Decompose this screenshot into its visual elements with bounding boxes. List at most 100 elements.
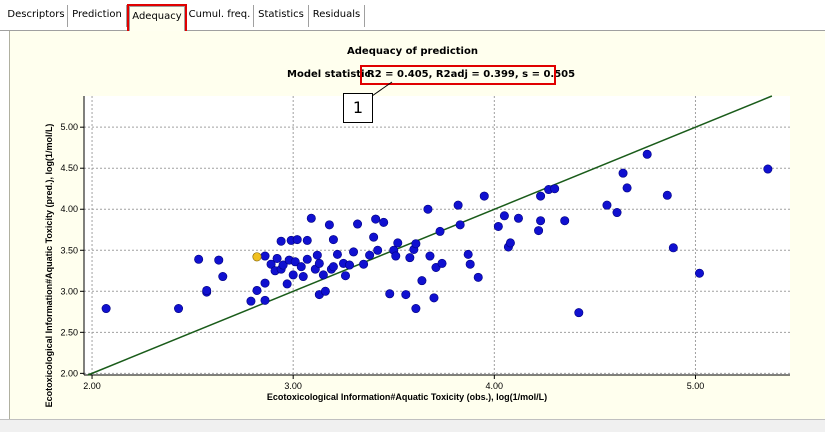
data-point [379, 217, 389, 227]
y-tick-label: 2.50 [60, 327, 78, 337]
data-point [101, 304, 111, 314]
data-point [349, 247, 359, 257]
model-statistic-highlight [360, 65, 556, 85]
data-point [194, 254, 204, 264]
tab-adequacy[interactable]: Adequacy [129, 6, 185, 31]
data-point [202, 285, 212, 295]
tab-residuals[interactable]: Residuals [309, 5, 365, 27]
data-point [296, 262, 306, 272]
data-point [312, 250, 322, 260]
data-point [417, 276, 427, 286]
data-point [465, 259, 475, 269]
data-point [302, 235, 312, 245]
data-point [473, 272, 483, 282]
data-point [763, 164, 773, 174]
data-point [463, 249, 473, 259]
data-point [574, 308, 584, 318]
data-point [401, 290, 411, 300]
data-point [218, 272, 228, 282]
data-point [493, 221, 503, 231]
data-point [429, 293, 439, 303]
data-point [550, 184, 560, 194]
data-point [622, 183, 632, 193]
model-statistic-label: Model statistic: [287, 69, 375, 80]
data-point [288, 270, 298, 280]
data-point [479, 191, 489, 201]
y-tick-label: 3.50 [60, 245, 78, 255]
tab-cumul-freq[interactable]: Cumul. freq. [186, 5, 254, 27]
data-point [642, 149, 652, 159]
y-tick-label: 4.50 [60, 163, 78, 173]
callout-marker: 1 [343, 93, 373, 123]
data-point [618, 168, 628, 178]
y-tick-label: 2.00 [60, 368, 78, 378]
tab-bar: Descriptors Prediction Adequacy Cumul. f… [0, 0, 825, 31]
y-tick-label: 3.00 [60, 286, 78, 296]
data-point [292, 235, 302, 245]
status-strip [0, 419, 825, 432]
x-axis-label: Ecotoxicological Information#Aquatic Tox… [267, 392, 547, 402]
model-statistic-value: R2 = 0.405, R2adj = 0.399, s = 0.505 [367, 69, 576, 80]
callout-leader [371, 81, 393, 97]
data-point [314, 258, 324, 268]
data-point [260, 278, 270, 288]
data-point [505, 238, 515, 248]
data-point [499, 211, 509, 221]
y-axis-label: Ecotoxicological Information#Aquatic Tox… [44, 124, 54, 408]
data-point [306, 213, 316, 223]
data-point [345, 260, 355, 270]
data-point [453, 200, 463, 210]
data-point [302, 254, 312, 264]
data-point [455, 220, 465, 230]
data-point [393, 238, 403, 248]
x-tick-label: 2.00 [83, 381, 101, 391]
x-tick-label: 3.00 [284, 381, 302, 391]
y-tick-label: 5.00 [60, 122, 78, 132]
data-point [369, 232, 379, 242]
tab-descriptors[interactable]: Descriptors [5, 5, 68, 27]
data-point [371, 214, 381, 224]
data-point [359, 259, 369, 269]
data-point [320, 286, 330, 296]
data-point [435, 226, 445, 236]
data-point [340, 271, 350, 281]
data-point [425, 251, 435, 261]
data-point [332, 249, 342, 259]
data-point [536, 191, 546, 201]
data-point [328, 262, 338, 272]
data-point [385, 289, 395, 299]
data-point [411, 304, 421, 314]
data-point [373, 245, 383, 255]
data-point [266, 259, 276, 269]
data-point [411, 239, 421, 249]
data-point [278, 260, 288, 270]
data-point [324, 220, 334, 230]
data-point [276, 236, 286, 246]
chart-title: Adequacy of prediction [347, 46, 478, 57]
data-point [662, 190, 672, 200]
data-point [602, 200, 612, 210]
highlighted-data-point [252, 252, 262, 262]
data-point [290, 257, 300, 267]
data-point [298, 272, 308, 282]
data-point [391, 251, 401, 261]
data-point [423, 204, 433, 214]
data-point [328, 235, 338, 245]
data-point [405, 253, 415, 263]
data-point [272, 253, 282, 263]
x-tick-label: 5.00 [687, 381, 705, 391]
data-point [214, 255, 224, 265]
data-point [612, 208, 622, 218]
tab-prediction[interactable]: Prediction [68, 5, 127, 27]
data-point [353, 219, 363, 229]
data-point [318, 270, 328, 280]
data-point [560, 216, 570, 226]
data-point [252, 285, 262, 295]
data-point [174, 304, 184, 314]
data-point [536, 216, 546, 226]
data-point [668, 243, 678, 253]
data-point [260, 251, 270, 261]
tab-statistics[interactable]: Statistics [254, 5, 309, 27]
data-point [534, 226, 544, 236]
